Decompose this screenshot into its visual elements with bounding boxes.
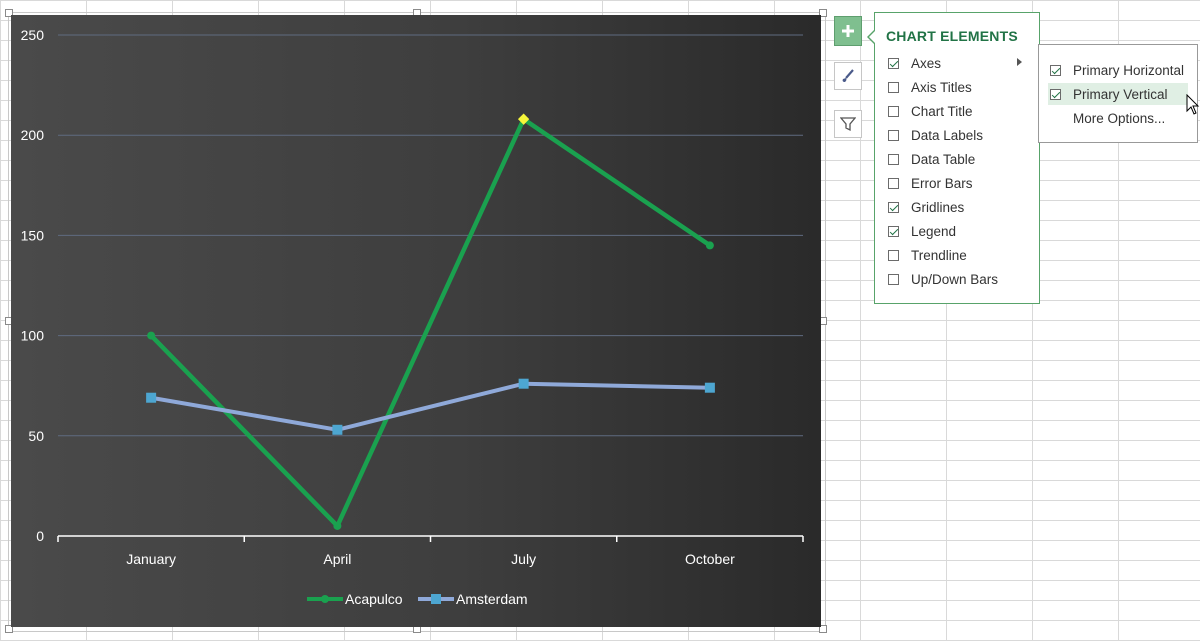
chart-element-label: Data Table bbox=[911, 151, 976, 167]
axes-option-more-options[interactable]: More Options... bbox=[1050, 107, 1196, 129]
legend-marker bbox=[431, 594, 441, 604]
legend-label: Amsterdam bbox=[456, 591, 528, 607]
chart-element-gridlines[interactable]: Gridlines bbox=[888, 197, 1038, 217]
chart-element-label: Legend bbox=[911, 223, 957, 239]
chart-element-chart-title[interactable]: Chart Title bbox=[888, 101, 1038, 121]
y-tick-label: 250 bbox=[21, 27, 45, 43]
resize-handle[interactable] bbox=[819, 625, 827, 633]
legend-marker bbox=[321, 595, 329, 603]
checkbox[interactable] bbox=[888, 177, 899, 189]
chart-element-data-labels[interactable]: Data Labels bbox=[888, 125, 1038, 145]
chart-element-axes[interactable]: Axes bbox=[888, 53, 1038, 73]
resize-handle[interactable] bbox=[5, 625, 13, 633]
chart-element-axis-titles[interactable]: Axis Titles bbox=[888, 77, 1038, 97]
x-tick-label: January bbox=[126, 551, 176, 567]
axes-submenu: Primary Horizontal Primary Vertical More O… bbox=[1038, 44, 1198, 143]
axes-submenu-arrow-icon[interactable] bbox=[1017, 58, 1022, 66]
checkbox[interactable] bbox=[888, 105, 899, 117]
data-point bbox=[518, 378, 529, 389]
checkbox[interactable] bbox=[1050, 88, 1061, 100]
checkbox[interactable] bbox=[888, 273, 899, 285]
chart-filters-button[interactable] bbox=[834, 110, 862, 138]
chart-element-data-table[interactable]: Data Table bbox=[888, 149, 1038, 169]
data-point bbox=[147, 331, 156, 340]
checkbox[interactable] bbox=[888, 81, 899, 93]
data-point bbox=[704, 382, 715, 393]
resize-handle[interactable] bbox=[819, 9, 827, 17]
filter-icon bbox=[840, 117, 856, 132]
chart-element-label: Gridlines bbox=[911, 199, 965, 215]
resize-handle[interactable] bbox=[5, 9, 13, 17]
plus-icon bbox=[842, 25, 854, 37]
chart-elements-panel: CHART ELEMENTS Axes Axis Titles Chart Titl… bbox=[867, 12, 1040, 304]
series-line-acapulco bbox=[149, 116, 712, 529]
x-tick-label: July bbox=[511, 551, 536, 567]
checkbox[interactable] bbox=[888, 225, 899, 237]
chart-element-label: Up/Down Bars bbox=[911, 271, 999, 287]
axes-option-primary-horizontal[interactable]: Primary Horizontal bbox=[1050, 59, 1196, 81]
y-tick-label: 200 bbox=[21, 127, 45, 143]
panel-title: CHART ELEMENTS bbox=[886, 28, 1018, 44]
axes-option-label: More Options... bbox=[1073, 110, 1166, 126]
chart-element-label: Trendline bbox=[911, 247, 967, 263]
axes-option-label: Primary Horizontal bbox=[1073, 62, 1185, 78]
checkbox[interactable] bbox=[888, 57, 899, 69]
checkbox[interactable] bbox=[888, 249, 899, 261]
axes-option-label: Primary Vertical bbox=[1073, 86, 1168, 102]
chart-element-trendline[interactable]: Trendline bbox=[888, 245, 1038, 265]
data-point bbox=[705, 241, 714, 250]
checkbox[interactable] bbox=[888, 129, 899, 141]
chart-styles-button[interactable] bbox=[834, 62, 862, 90]
chart-elements-button[interactable] bbox=[834, 16, 862, 46]
legend-label: Acapulco bbox=[345, 591, 403, 607]
checkbox[interactable] bbox=[888, 153, 899, 165]
y-tick-label: 0 bbox=[36, 528, 44, 544]
data-point bbox=[333, 521, 342, 530]
x-tick-label: April bbox=[323, 551, 351, 567]
y-tick-label: 50 bbox=[28, 428, 44, 444]
checkbox[interactable] bbox=[1050, 64, 1061, 76]
chart-element-label: Data Labels bbox=[911, 127, 984, 143]
chart-element-label: Axes bbox=[911, 55, 942, 71]
y-tick-label: 100 bbox=[21, 328, 45, 344]
chart-element-label: Chart Title bbox=[911, 103, 973, 119]
chart-element-legend[interactable]: Legend bbox=[888, 221, 1038, 241]
checkbox[interactable] bbox=[888, 201, 899, 213]
x-tick-label: October bbox=[685, 551, 735, 567]
mouse-cursor-icon bbox=[1186, 94, 1200, 115]
brush-icon bbox=[842, 69, 854, 82]
y-tick-label: 150 bbox=[21, 227, 45, 243]
axes-option-primary-vertical[interactable]: Primary Vertical bbox=[1048, 83, 1188, 105]
chart-element-label: Axis Titles bbox=[911, 79, 972, 95]
data-point bbox=[146, 392, 157, 403]
chart-element-up-down-bars[interactable]: Up/Down Bars bbox=[888, 269, 1038, 289]
chart-area[interactable]: 0 50 100 150 200 250 January April July October … bbox=[11, 15, 821, 627]
chart-element-label: Error Bars bbox=[911, 175, 973, 191]
chart-element-error-bars[interactable]: Error Bars bbox=[888, 173, 1038, 193]
series-line-amsterdam bbox=[150, 381, 710, 432]
data-point bbox=[332, 424, 343, 435]
